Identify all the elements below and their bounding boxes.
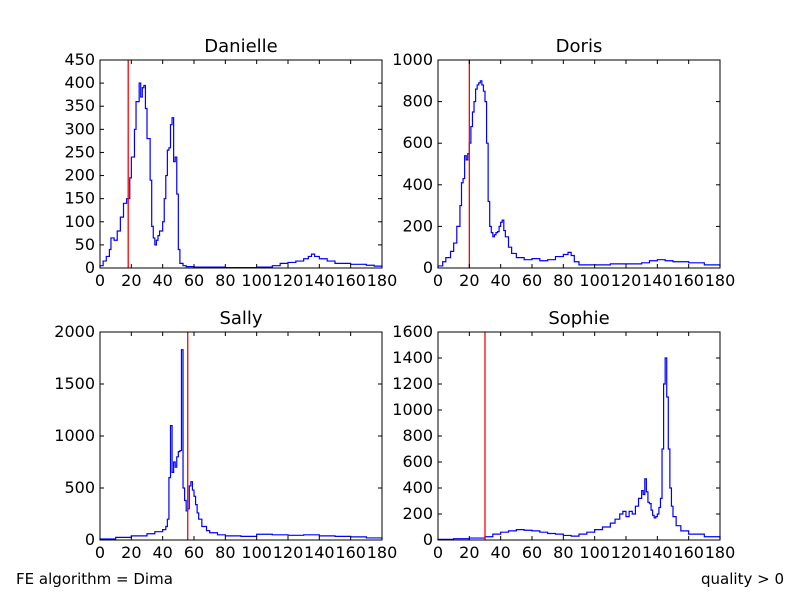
x-tick-label: 0	[95, 543, 105, 562]
x-tick-label: 80	[215, 271, 235, 290]
x-tick-label: 120	[611, 271, 642, 290]
x-tick-label: 140	[304, 271, 335, 290]
y-tick-label: 600	[402, 133, 433, 152]
y-tick-label: 0	[423, 530, 433, 549]
y-tick-label: 250	[64, 142, 95, 161]
x-tick-label: 60	[522, 543, 542, 562]
x-tick-label: 140	[642, 543, 673, 562]
y-tick-label: 1000	[392, 50, 433, 69]
x-tick-label: 20	[459, 543, 479, 562]
x-tick-label: 80	[553, 271, 573, 290]
y-tick-label: 200	[64, 166, 95, 185]
x-tick-label: 180	[705, 271, 736, 290]
y-tick-label: 200	[402, 504, 433, 523]
x-tick-label: 40	[152, 543, 172, 562]
panel-title: Danielle	[204, 36, 277, 57]
x-tick-label: 140	[304, 543, 335, 562]
y-tick-label: 150	[64, 189, 95, 208]
x-tick-label: 160	[335, 543, 366, 562]
y-tick-label: 600	[402, 452, 433, 471]
x-tick-label: 60	[184, 271, 204, 290]
panel-doris: Doris 0 20 40 60 80 100 120 140 160 180 0 200 400 600 8…	[392, 36, 735, 290]
x-tick-label: 100	[579, 271, 610, 290]
x-tick-label: 160	[673, 543, 704, 562]
y-tick-label: 500	[64, 478, 95, 497]
histogram-line	[437, 357, 721, 540]
y-tick-label: 0	[85, 530, 95, 549]
x-tick-label: 20	[121, 271, 141, 290]
x-tick-label: 180	[367, 271, 398, 290]
histogram-line	[437, 80, 721, 268]
y-tick-label: 400	[64, 73, 95, 92]
y-tick-label: 800	[402, 426, 433, 445]
y-tick-label: 1200	[392, 374, 433, 393]
y-tick-label: 800	[402, 92, 433, 111]
x-tick-label: 80	[215, 543, 235, 562]
y-tick-label: 1400	[392, 348, 433, 367]
x-tick-label: 180	[367, 543, 398, 562]
y-tick-label: 0	[85, 258, 95, 277]
y-tick-label: 400	[402, 478, 433, 497]
y-tick-label: 100	[64, 212, 95, 231]
panel-sophie: Sophie 0 20 40 60 80 100 120 140 160 180 0 200 400 600…	[392, 308, 735, 562]
panel-sally: Sally 0 20 40 60 80 100 120 140 160 180 0 500 1000 150…	[54, 308, 397, 562]
x-tick-label: 100	[241, 543, 272, 562]
x-tick-label: 140	[642, 271, 673, 290]
axes-frame	[99, 59, 383, 269]
panel-title: Sophie	[548, 308, 609, 329]
y-tick-label: 200	[402, 216, 433, 235]
x-tick-label: 20	[459, 271, 479, 290]
y-tick-label: 0	[423, 258, 433, 277]
y-tick-label: 50	[75, 235, 95, 254]
y-tick-label: 400	[402, 175, 433, 194]
x-tick-label: 20	[121, 543, 141, 562]
y-tick-label: 450	[64, 50, 95, 69]
histogram-line	[99, 82, 383, 269]
footer-algorithm-label: FE algorithm = Dima	[16, 570, 173, 588]
y-tick-label: 300	[64, 119, 95, 138]
x-tick-label: 60	[522, 271, 542, 290]
axes-frame	[437, 59, 721, 269]
x-tick-label: 160	[335, 271, 366, 290]
x-tick-label: 120	[611, 543, 642, 562]
y-tick-label: 2000	[54, 322, 95, 341]
histogram-line	[99, 349, 383, 540]
x-tick-label: 100	[579, 543, 610, 562]
x-tick-label: 60	[184, 543, 204, 562]
axes-frame	[99, 331, 383, 541]
y-tick-label: 1000	[54, 426, 95, 445]
x-tick-label: 0	[95, 271, 105, 290]
x-tick-label: 40	[152, 271, 172, 290]
panel-title: Sally	[219, 308, 262, 329]
y-tick-label: 1000	[392, 400, 433, 419]
x-tick-label: 120	[273, 543, 304, 562]
x-tick-label: 40	[490, 271, 510, 290]
footer-quality-label: quality > 0	[701, 570, 784, 588]
x-tick-label: 120	[273, 271, 304, 290]
axes-frame	[437, 331, 721, 541]
x-tick-label: 80	[553, 543, 573, 562]
x-tick-label: 0	[433, 543, 443, 562]
panel-title: Doris	[556, 36, 603, 57]
x-tick-label: 0	[433, 271, 443, 290]
y-tick-label: 1600	[392, 322, 433, 341]
y-tick-label: 1500	[54, 374, 95, 393]
x-tick-label: 180	[705, 543, 736, 562]
y-tick-label: 350	[64, 96, 95, 115]
x-tick-label: 100	[241, 271, 272, 290]
x-tick-label: 160	[673, 271, 704, 290]
x-tick-label: 40	[490, 543, 510, 562]
